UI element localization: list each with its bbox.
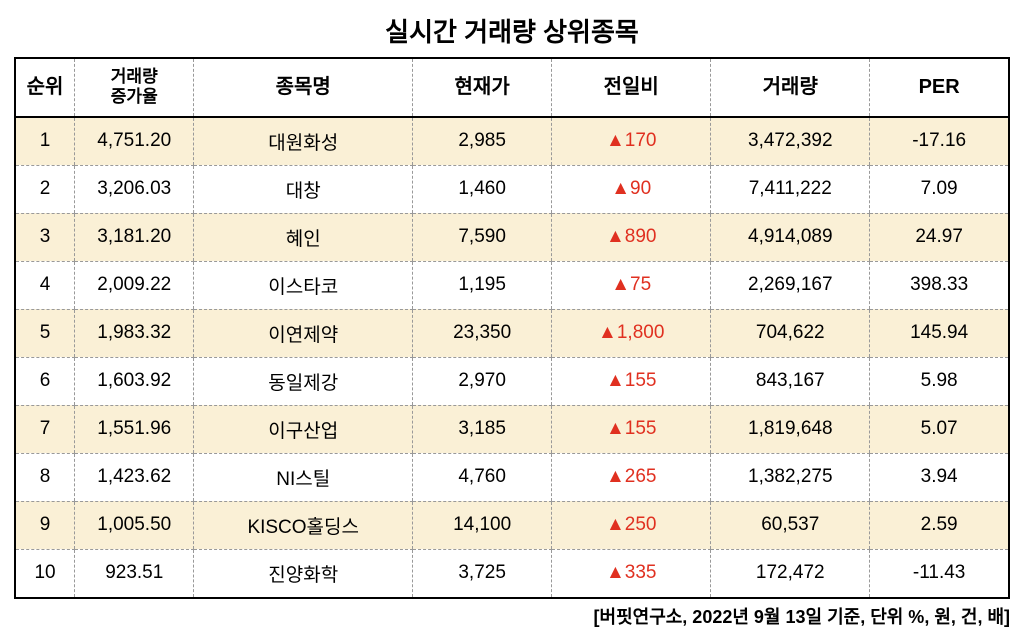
cell-price: 7,590 [413,213,552,261]
cell-per: 5.98 [870,357,1009,405]
cell-growth: 3,206.03 [75,165,194,213]
cell-rank: 6 [15,357,75,405]
cell-name: 혜인 [194,213,413,261]
table-row: 61,603.92동일제강2,970▲155843,1675.98 [15,357,1009,405]
footnote: [버핏연구소, 2022년 9월 13일 기준, 단위 %, 원, 건, 배] [14,603,1010,629]
cell-per: 145.94 [870,309,1009,357]
cell-per: 2.59 [870,501,1009,549]
table-row: 33,181.20혜인7,590▲8904,914,08924.97 [15,213,1009,261]
cell-volume: 60,537 [711,501,870,549]
cell-growth: 1,603.92 [75,357,194,405]
cell-name: 대창 [194,165,413,213]
header-name: 종목명 [194,58,413,117]
table-row: 51,983.32이연제약23,350▲1,800704,622145.94 [15,309,1009,357]
cell-rank: 8 [15,453,75,501]
cell-change: ▲155 [552,357,711,405]
cell-change: ▲250 [552,501,711,549]
cell-rank: 3 [15,213,75,261]
cell-growth: 2,009.22 [75,261,194,309]
cell-rank: 9 [15,501,75,549]
cell-volume: 172,472 [711,549,870,598]
table-header-row: 순위 거래량 증가율 종목명 현재가 전일비 거래량 PER [15,58,1009,117]
cell-change: ▲155 [552,405,711,453]
cell-volume: 4,914,089 [711,213,870,261]
cell-rank: 7 [15,405,75,453]
table-row: 14,751.20대원화성2,985▲1703,472,392-17.16 [15,117,1009,166]
cell-rank: 1 [15,117,75,166]
cell-volume: 843,167 [711,357,870,405]
table-row: 71,551.96이구산업3,185▲1551,819,6485.07 [15,405,1009,453]
cell-rank: 5 [15,309,75,357]
cell-volume: 7,411,222 [711,165,870,213]
cell-price: 3,725 [413,549,552,598]
cell-name: 대원화성 [194,117,413,166]
cell-per: 3.94 [870,453,1009,501]
cell-price: 1,195 [413,261,552,309]
cell-price: 2,985 [413,117,552,166]
cell-name: 이스타코 [194,261,413,309]
cell-price: 1,460 [413,165,552,213]
table-row: 81,423.62NI스틸4,760▲2651,382,2753.94 [15,453,1009,501]
cell-rank: 4 [15,261,75,309]
cell-growth: 4,751.20 [75,117,194,166]
cell-change: ▲1,800 [552,309,711,357]
cell-growth: 923.51 [75,549,194,598]
header-per: PER [870,58,1009,117]
cell-per: -17.16 [870,117,1009,166]
cell-name: 진양화학 [194,549,413,598]
table-row: 10923.51진양화학3,725▲335172,472-11.43 [15,549,1009,598]
cell-name: 이구산업 [194,405,413,453]
cell-rank: 10 [15,549,75,598]
cell-change: ▲265 [552,453,711,501]
cell-per: 398.33 [870,261,1009,309]
cell-change: ▲170 [552,117,711,166]
cell-change: ▲890 [552,213,711,261]
cell-name: 이연제약 [194,309,413,357]
header-growth: 거래량 증가율 [75,58,194,117]
table-body: 14,751.20대원화성2,985▲1703,472,392-17.1623,… [15,117,1009,598]
cell-change: ▲90 [552,165,711,213]
cell-name: NI스틸 [194,453,413,501]
cell-rank: 2 [15,165,75,213]
cell-growth: 1,983.32 [75,309,194,357]
cell-change: ▲335 [552,549,711,598]
cell-volume: 1,819,648 [711,405,870,453]
page-title: 실시간 거래량 상위종목 [14,12,1010,49]
cell-per: 24.97 [870,213,1009,261]
cell-price: 4,760 [413,453,552,501]
cell-price: 23,350 [413,309,552,357]
cell-per: -11.43 [870,549,1009,598]
cell-volume: 2,269,167 [711,261,870,309]
header-volume: 거래량 [711,58,870,117]
header-price: 현재가 [413,58,552,117]
cell-per: 7.09 [870,165,1009,213]
cell-volume: 704,622 [711,309,870,357]
cell-growth: 1,551.96 [75,405,194,453]
table-row: 23,206.03대창1,460▲907,411,2227.09 [15,165,1009,213]
cell-volume: 3,472,392 [711,117,870,166]
header-change: 전일비 [552,58,711,117]
cell-name: 동일제강 [194,357,413,405]
cell-change: ▲75 [552,261,711,309]
cell-price: 2,970 [413,357,552,405]
cell-volume: 1,382,275 [711,453,870,501]
cell-growth: 1,005.50 [75,501,194,549]
cell-per: 5.07 [870,405,1009,453]
table-row: 91,005.50KISCO홀딩스14,100▲25060,5372.59 [15,501,1009,549]
cell-price: 14,100 [413,501,552,549]
cell-growth: 3,181.20 [75,213,194,261]
stock-table: 순위 거래량 증가율 종목명 현재가 전일비 거래량 PER 14,751.20… [14,57,1010,599]
cell-growth: 1,423.62 [75,453,194,501]
cell-price: 3,185 [413,405,552,453]
table-row: 42,009.22이스타코1,195▲752,269,167398.33 [15,261,1009,309]
cell-name: KISCO홀딩스 [194,501,413,549]
header-rank: 순위 [15,58,75,117]
